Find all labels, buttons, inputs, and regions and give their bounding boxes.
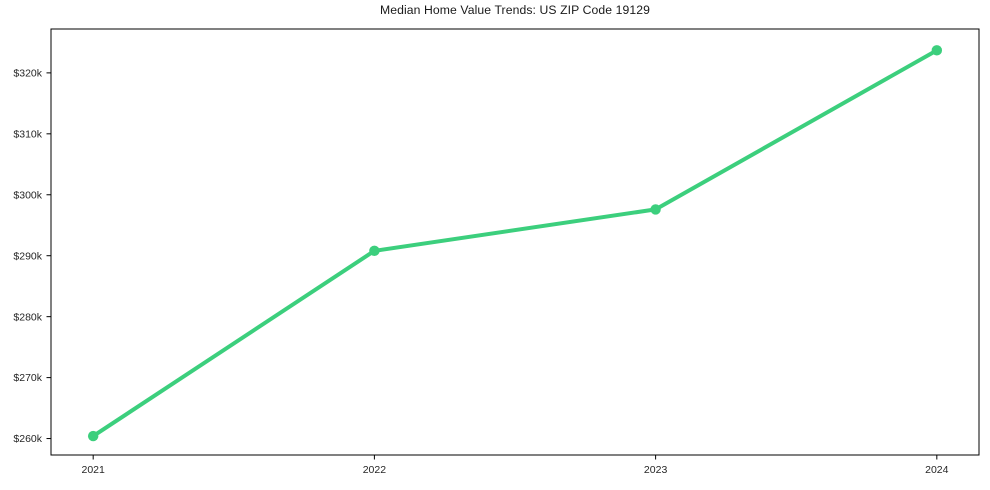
x-tick-label: 2021: [82, 464, 106, 476]
data-point: [369, 245, 380, 257]
y-tick-label: $260k: [13, 433, 42, 445]
x-tick-label: 2023: [644, 464, 668, 476]
x-tick-label: 2022: [363, 464, 387, 476]
y-tick-label: $290k: [13, 250, 42, 262]
y-tick-label: $310k: [13, 128, 42, 140]
trend-line: [91, 48, 939, 439]
y-tick-label: $270k: [13, 372, 42, 384]
data-point: [931, 45, 943, 56]
y-tick-label: $280k: [13, 311, 42, 323]
y-tick-label: $320k: [13, 67, 42, 79]
data-point: [650, 204, 661, 215]
axis-frame: [50, 28, 980, 456]
y-tick-label: $300k: [13, 189, 42, 201]
chart-title: Median Home Value Trends: US ZIP Code 19…: [379, 3, 651, 17]
x-tick-label: 2024: [925, 464, 949, 476]
data-point: [87, 430, 99, 442]
